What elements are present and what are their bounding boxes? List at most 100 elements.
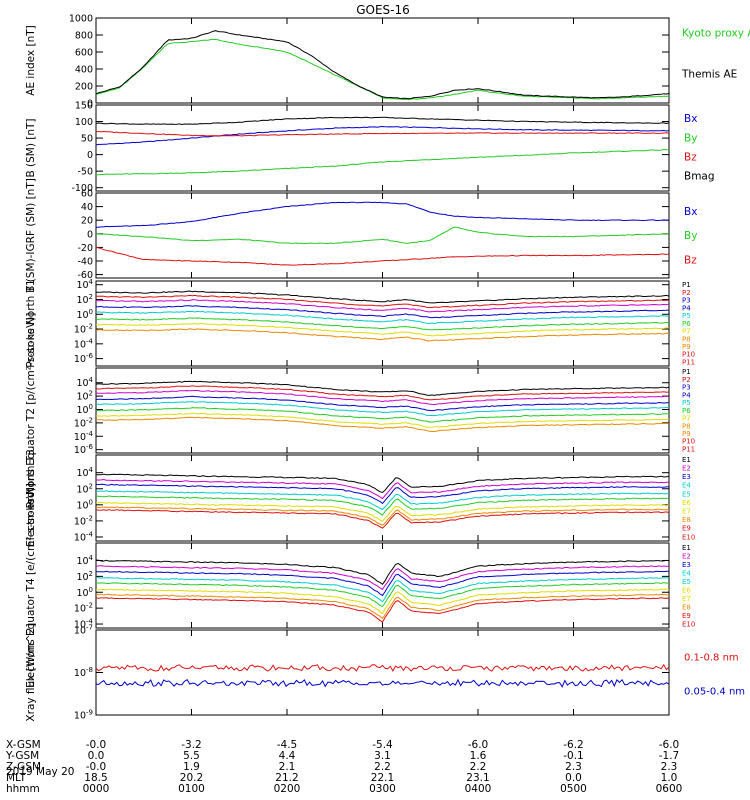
x-row-label: MLT (6, 772, 26, 784)
series-line-ch8 (96, 416, 669, 433)
legend-item: P4 (682, 304, 691, 312)
panel-frame (95, 629, 670, 716)
series-line-0-1-0-8-nm (96, 663, 669, 673)
x-row-value: 0400 (465, 783, 492, 795)
legend-item: E9 (682, 525, 691, 533)
plot-title: GOES-16 (356, 3, 410, 17)
y-tick-label: 150 (75, 101, 93, 112)
legend-item: P4 (682, 391, 691, 399)
x-row-label: X-GSM (6, 739, 41, 751)
series-line-Bx (96, 125, 669, 146)
legend-item: E8 (682, 516, 691, 524)
y-tick-label: 102 (76, 482, 93, 495)
legend-item: E2 (682, 552, 691, 560)
x-row-value: 20.2 (180, 772, 203, 784)
x-row-value: 2.3 (661, 761, 678, 773)
y-tick-label: 10-7 (74, 624, 93, 637)
y-axis-label: AE index [nT] (25, 25, 37, 95)
y-tick-label: 100 (75, 117, 93, 128)
y-tick-label: 0 (87, 229, 93, 240)
legend-item: Themis AE (681, 69, 737, 81)
x-row-value: 1.0 (661, 772, 678, 784)
series-line-Bz (96, 247, 669, 266)
legend-item: E7 (682, 507, 691, 515)
legend-item: P8 (682, 335, 691, 343)
y-tick-label: 10-2 (74, 416, 93, 429)
y-axis-label: Protons Equator T2 [p/(cm²-s-sr-keV)] (25, 313, 37, 509)
x-row-value: 2.2 (470, 761, 487, 773)
legend-item: P8 (682, 422, 691, 430)
series-line-ch8 (96, 597, 669, 623)
y-tick-label: 100 (76, 498, 93, 511)
panel-2: -100 -50 0 50 100 150 B (SM) [nT] Bx By Bz Bmag (25, 101, 715, 195)
legend-item: P11 (682, 358, 695, 366)
legend-item: Kyoto proxy AE (682, 28, 750, 40)
series-line-ch1 (96, 473, 669, 494)
series-group (96, 380, 669, 433)
series-line-By (96, 226, 669, 245)
legend-item: P5 (682, 399, 691, 407)
series-line-ch6 (96, 501, 669, 522)
legend-item: P5 (682, 312, 691, 320)
legend-item: P2 (682, 289, 691, 297)
series-line-Bz (96, 130, 669, 137)
y-axis-label: Protons North T1 (25, 279, 37, 367)
y-tick-label: 1000 (69, 14, 93, 25)
y-axis-label: B (SM)-IGRF (SM) [nT] (25, 178, 37, 293)
x-row-value: -6.0 (468, 739, 489, 751)
series-group (96, 290, 669, 342)
x-row-value: 0600 (656, 783, 683, 795)
x-row-value: 21.2 (275, 772, 298, 784)
y-tick-label: 104 (76, 466, 93, 479)
legend-item: P11 (682, 445, 695, 453)
series-line-ch1 (96, 290, 669, 304)
x-row-value: 2.2 (374, 761, 391, 773)
legend-item: P1 (682, 368, 691, 376)
series-line-ch4 (96, 490, 669, 510)
legend-item: E1 (682, 544, 691, 552)
series-line-ch3 (96, 570, 669, 597)
y-tick-label: 10-4 (74, 337, 94, 350)
y-tick-label: 200 (75, 82, 93, 93)
legend-item: E6 (682, 499, 691, 507)
legend-item: E2 (682, 464, 691, 472)
y-tick-label: 800 (75, 31, 93, 42)
y-axis-label: B (SM) [nT] (25, 118, 37, 177)
legend-item: P9 (682, 430, 691, 438)
y-tick-label: 0 (87, 150, 93, 161)
series-group (96, 201, 669, 266)
legend-item: E10 (682, 533, 695, 541)
y-tick-label: 600 (75, 48, 93, 59)
legend-item: P6 (682, 407, 691, 415)
series-line-ch8 (96, 328, 669, 342)
series-line-ch7 (96, 593, 669, 620)
x-row-value: 0300 (369, 783, 396, 795)
y-tick-label: 10-2 (74, 514, 93, 527)
y-tick-label: 100 (76, 586, 93, 599)
date-label: 2019 May 20 (6, 766, 74, 778)
x-row-value: -4.5 (277, 739, 298, 751)
series-line-Themis-AE (96, 30, 669, 100)
series-line-By (96, 148, 669, 176)
y-tick-label: 10-9 (74, 709, 93, 722)
y-tick-label: 400 (75, 65, 93, 76)
x-row-value: 0500 (560, 783, 587, 795)
legend-item: P7 (682, 415, 691, 423)
y-tick-label: 10-2 (74, 323, 93, 336)
series-line-ch5 (96, 495, 669, 516)
series-line-ch5 (96, 401, 669, 417)
legend-item: Bx (684, 113, 697, 125)
x-row-value: 1.9 (183, 761, 200, 773)
y-axis-label: Electrons Equator T4 [e/(cm²-s-sr-keV)] (25, 483, 37, 688)
x-row-value: 22.1 (371, 772, 394, 784)
x-row-value: 0.0 (88, 750, 105, 762)
x-row-value: -1.7 (659, 750, 680, 762)
legend-item: E9 (682, 612, 691, 620)
panel-frame (95, 542, 670, 629)
panel-7: 104 102 100 10-2 10-4 Electrons Equator T4 [e… (25, 483, 695, 688)
series-line-ch2 (96, 565, 669, 591)
